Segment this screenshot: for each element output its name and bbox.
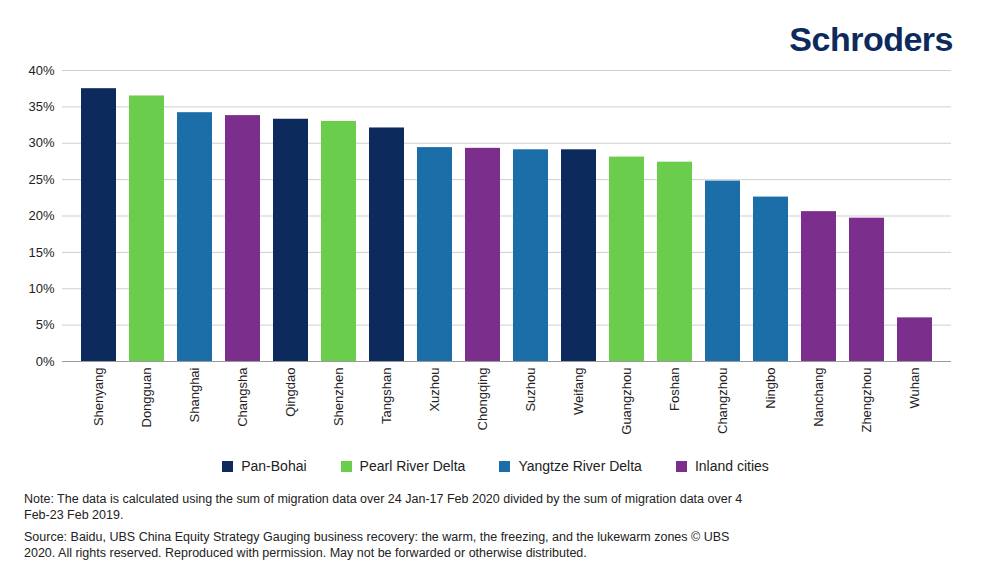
svg-text:5%: 5%	[36, 317, 55, 332]
html-text:Source: Baidu, UBS China Equit: Source: Baidu, UBS China Equity Strategy…	[24, 530, 730, 560]
svg-text:35%: 35%	[28, 99, 54, 114]
svg-text:40%: 40%	[28, 63, 54, 78]
svg-text:10%: 10%	[28, 281, 54, 296]
html-text:Inland cities: Inland cities	[694, 458, 769, 474]
html-text:Yangtze River Delta: Yangtze River Delta	[518, 458, 642, 474]
svg-text:20%: 20%	[28, 208, 54, 223]
svg-text:Dongguan: Dongguan	[139, 368, 154, 428]
svg-text:Shenzhen: Shenzhen	[331, 368, 346, 427]
svg-text:25%: 25%	[28, 172, 54, 187]
svg-text:Changzhou: Changzhou	[715, 368, 730, 435]
svg-text:Nanchang: Nanchang	[811, 368, 826, 427]
svg-text:Changsha: Changsha	[235, 367, 250, 427]
html-text:Pan-Bohai: Pan-Bohai	[241, 458, 307, 474]
svg-text:0%: 0%	[36, 354, 55, 369]
svg-text:Zhengzhou: Zhengzhou	[859, 368, 874, 433]
svg-text:Foshan: Foshan	[667, 368, 682, 411]
svg-text:Suzhou: Suzhou	[523, 368, 538, 412]
svg-text:Tangshan: Tangshan	[379, 368, 394, 424]
svg-text:Guangzhou: Guangzhou	[619, 368, 634, 435]
svg-text:Shanghai: Shanghai	[187, 367, 202, 422]
svg-text:Wuhan: Wuhan	[907, 368, 922, 409]
svg-text:15%: 15%	[28, 245, 54, 260]
svg-text:Xuzhou: Xuzhou	[427, 368, 442, 412]
svg-text:Qingdao: Qingdao	[283, 368, 298, 417]
html-text:Pearl River Delta: Pearl River Delta	[359, 458, 466, 474]
html-text:Note: The data is calculated u: Note: The data is calculated using the s…	[24, 492, 743, 522]
svg-text:30%: 30%	[28, 135, 54, 150]
svg-text:Chongqing: Chongqing	[475, 368, 490, 431]
svg-text:Weifang: Weifang	[571, 368, 586, 415]
svg-text:Shenyang: Shenyang	[91, 368, 106, 427]
svg-text:Ningbo: Ningbo	[763, 368, 778, 409]
html-text:Schroders: Schroders	[789, 20, 953, 58]
